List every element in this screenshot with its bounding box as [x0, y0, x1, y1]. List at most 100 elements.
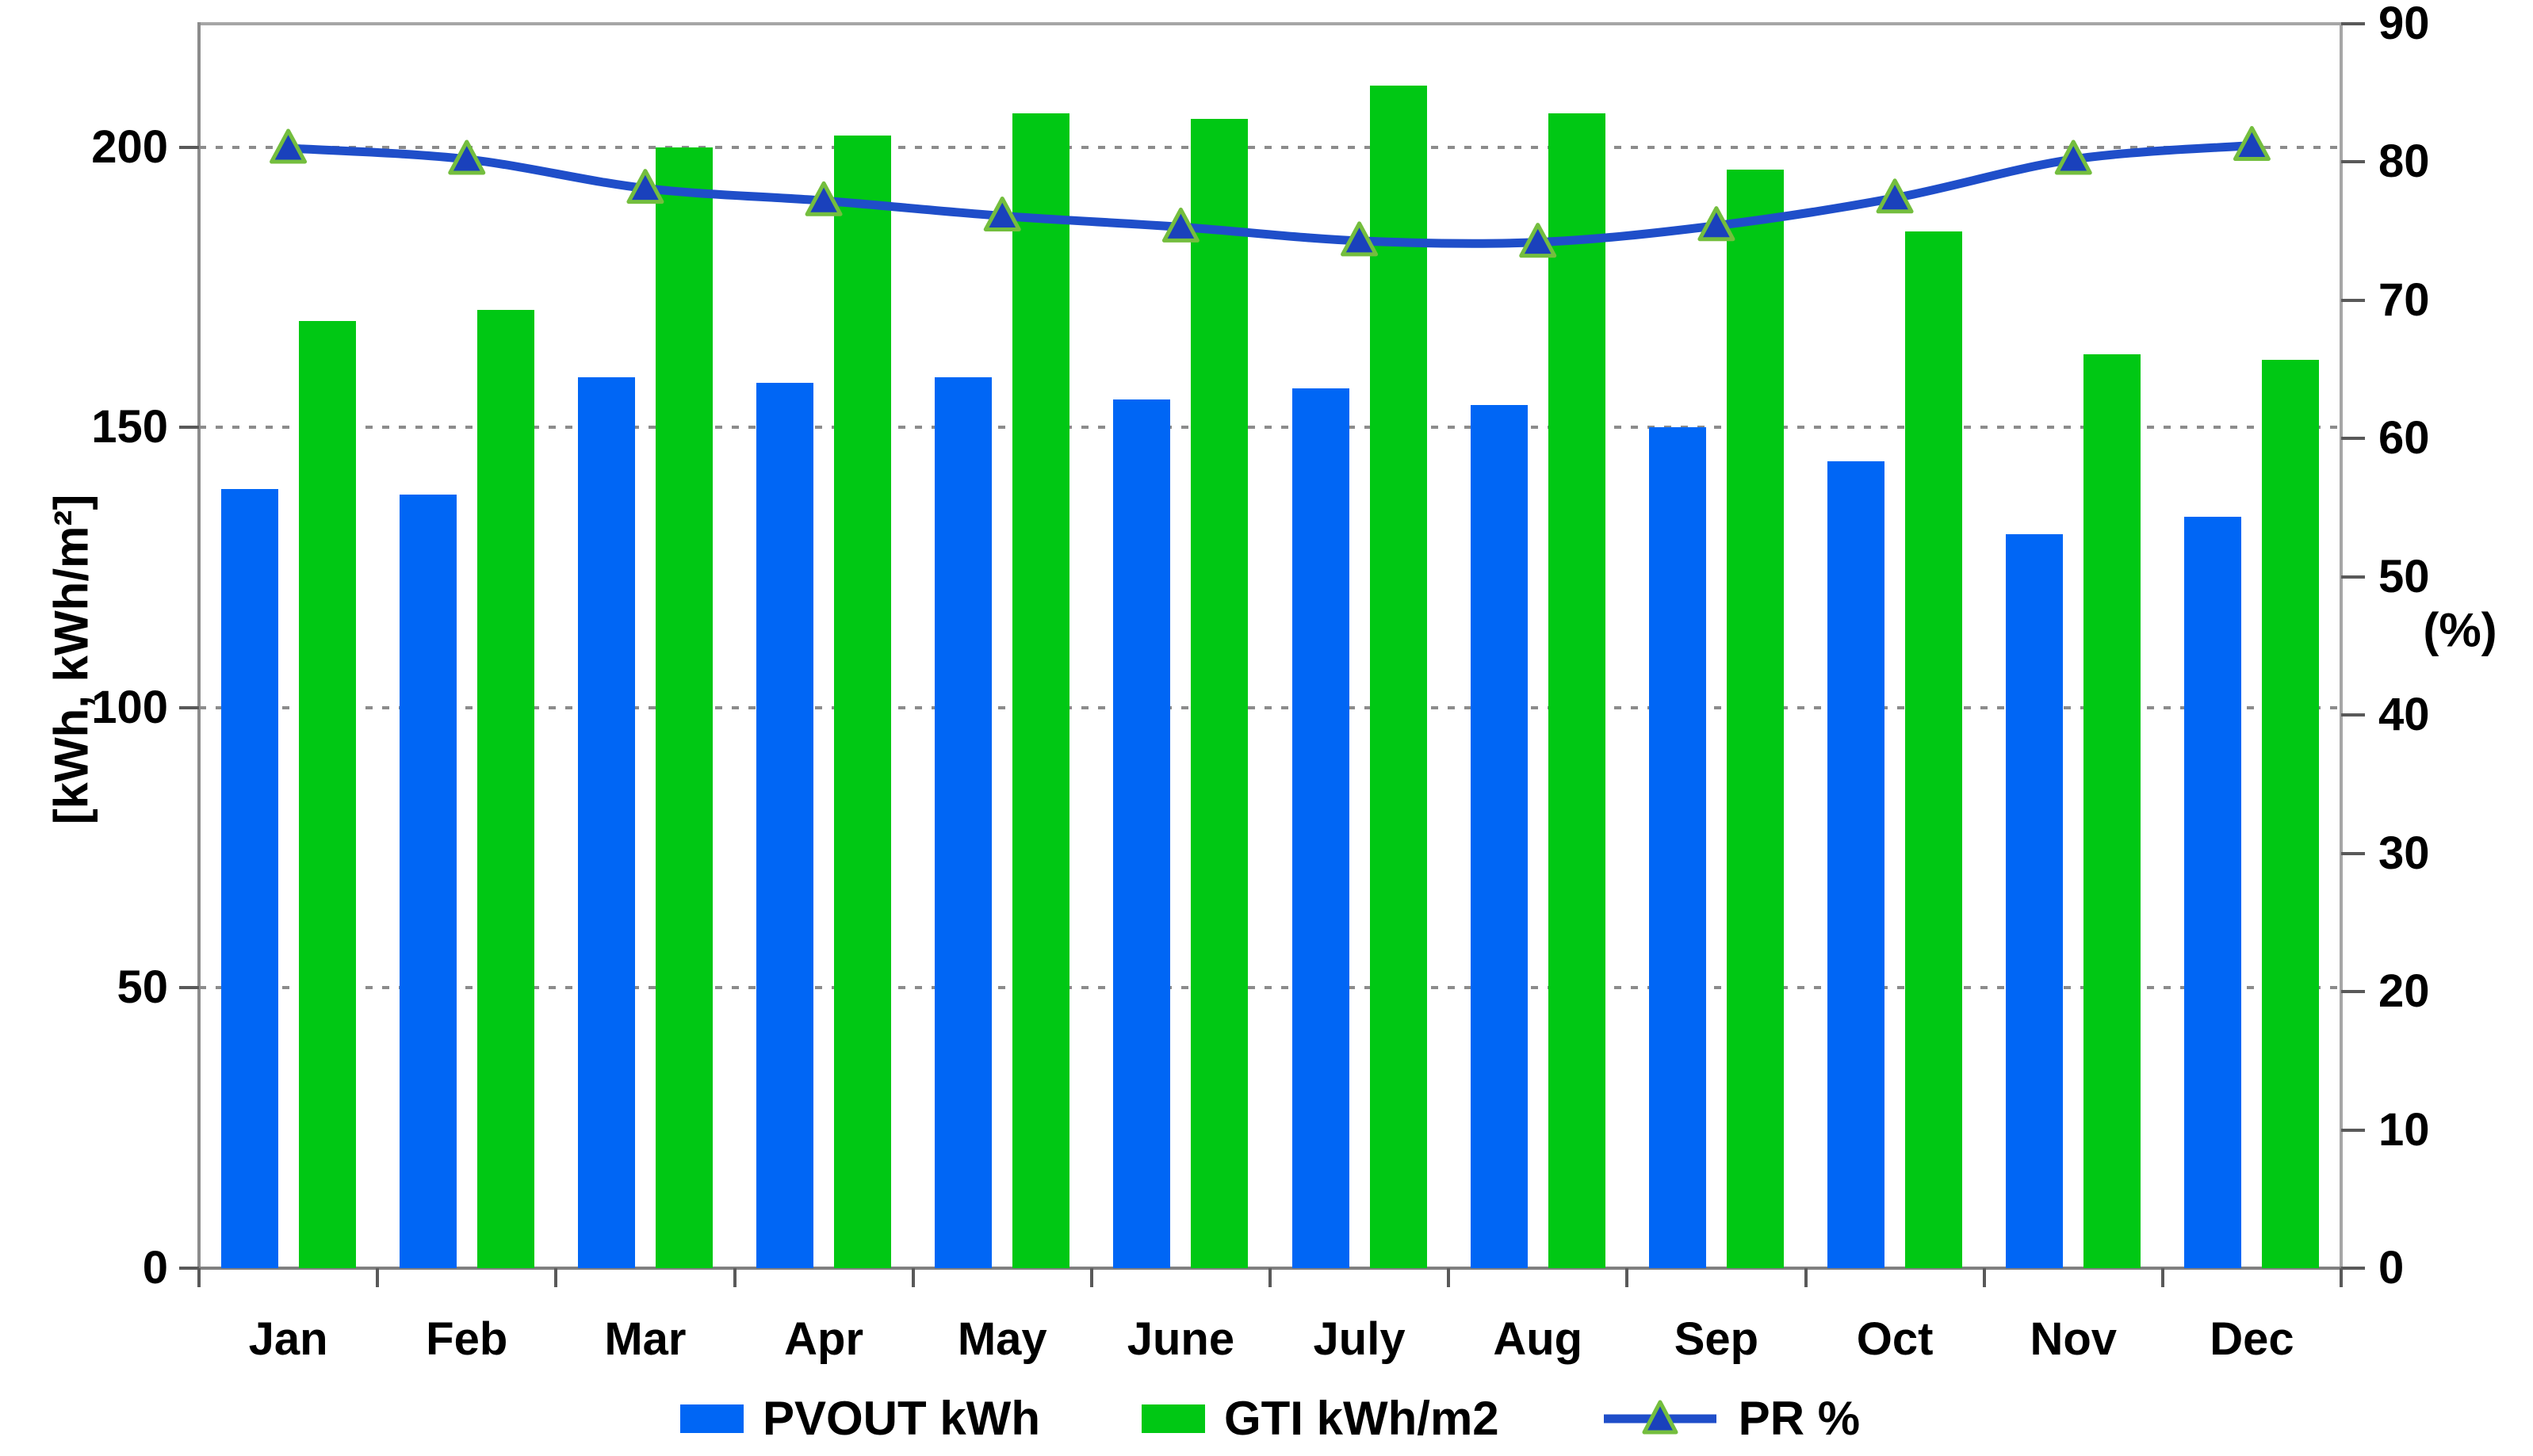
right-axis-label-0: 0 [2378, 1242, 2405, 1294]
x-axis-label-apr: Apr [784, 1313, 864, 1365]
right-axis-tick-0 [2341, 1267, 2365, 1270]
right-axis-label-70: 70 [2378, 273, 2430, 326]
right-axis-title: (%) [2423, 603, 2497, 657]
x-axis-tick-10 [1982, 1268, 1986, 1287]
right-axis-tick-40 [2341, 713, 2365, 717]
x-axis-label-july: July [1313, 1313, 1406, 1365]
bar-gti-mar [655, 147, 713, 1268]
right-axis-tick-30 [2341, 851, 2365, 855]
right-axis-tick-90 [2341, 22, 2365, 25]
bar-pvout-feb [399, 495, 457, 1268]
legend-line-marker-icon [1603, 1400, 1716, 1435]
right-axis-label-40: 40 [2378, 689, 2430, 741]
x-axis-tick-11 [2160, 1268, 2164, 1287]
bar-pvout-dec [2184, 517, 2242, 1268]
right-axis-label-90: 90 [2378, 0, 2430, 49]
gridline-100 [199, 705, 2341, 709]
legend-label-gti: GTI kWh/m2 [1223, 1392, 1499, 1445]
x-axis-tick-8 [1625, 1268, 1629, 1287]
pr-marker-oct [1876, 178, 1914, 214]
right-axis-label-60: 60 [2378, 412, 2430, 464]
left-axis-label-100: 100 [91, 681, 168, 733]
legend-item-gti: GTI kWh/m2 [1141, 1391, 1499, 1446]
left-axis-label-50: 50 [117, 961, 168, 1014]
left-axis-line [197, 22, 201, 1287]
x-axis-tick-5 [1089, 1268, 1093, 1287]
x-axis-tick-3 [733, 1268, 737, 1287]
left-axis-label-150: 150 [91, 401, 168, 453]
left-axis-tick-0 [179, 1267, 199, 1270]
bar-gti-jan [298, 320, 356, 1268]
x-axis-line [179, 1267, 2341, 1270]
x-axis-tick-12 [2340, 1268, 2343, 1287]
bar-gti-june [1191, 119, 1249, 1268]
x-axis-tick-7 [1447, 1268, 1451, 1287]
bar-gti-may [1012, 113, 1070, 1268]
x-axis-label-aug: Aug [1493, 1313, 1583, 1365]
legend-label-pvout: PVOUT kWh [762, 1392, 1040, 1445]
x-axis-tick-6 [1268, 1268, 1272, 1287]
x-axis-label-may: May [957, 1313, 1047, 1365]
bar-pvout-may [935, 376, 993, 1268]
right-axis-tick-60 [2341, 437, 2365, 441]
left-axis-tick-200 [179, 145, 199, 149]
left-axis-tick-100 [179, 705, 199, 709]
legend: PVOUT kWh GTI kWh/m2 PR % [199, 1383, 2341, 1454]
x-axis-label-sep: Sep [1674, 1313, 1759, 1365]
pr-line [284, 141, 2256, 248]
x-axis-label-oct: Oct [1856, 1313, 1934, 1365]
bar-gti-nov [2083, 354, 2141, 1268]
x-axis-label-nov: Nov [2030, 1313, 2118, 1365]
right-axis-tick-50 [2341, 575, 2365, 579]
bar-pvout-mar [577, 376, 635, 1268]
x-axis-label-mar: Mar [604, 1313, 687, 1365]
bar-pvout-aug [1470, 404, 1528, 1268]
bar-gti-aug [1548, 113, 1605, 1268]
right-axis-label-30: 30 [2378, 827, 2430, 879]
bar-gti-dec [2262, 360, 2320, 1268]
x-axis-tick-4 [911, 1268, 915, 1287]
bar-pvout-jan [220, 488, 278, 1268]
bar-gti-oct [1905, 231, 1963, 1268]
legend-item-pvout: PVOUT kWh [679, 1391, 1040, 1446]
x-axis-tick-9 [1804, 1268, 1808, 1287]
legend-swatch-pvout [679, 1404, 744, 1433]
bar-pvout-june [1113, 399, 1171, 1268]
bar-gti-apr [834, 136, 892, 1268]
right-axis-tick-20 [2341, 990, 2365, 994]
left-axis-title: [kWh, kWh/m²] [44, 494, 98, 825]
bar-pvout-july [1291, 388, 1349, 1268]
plot-border-top [199, 22, 2341, 25]
right-axis-tick-80 [2341, 160, 2365, 164]
gridline-150 [199, 426, 2341, 430]
bar-pvout-sep [1648, 427, 1706, 1268]
legend-item-pr: PR % [1601, 1391, 1860, 1446]
bar-gti-sep [1726, 169, 1784, 1268]
bar-gti-feb [476, 309, 534, 1268]
x-axis-tick-1 [376, 1268, 380, 1287]
x-axis-tick-2 [554, 1268, 558, 1287]
right-axis-line [2340, 22, 2343, 1270]
right-axis-tick-10 [2341, 1128, 2365, 1132]
right-axis-label-20: 20 [2378, 965, 2430, 1018]
x-axis-label-june: June [1127, 1313, 1235, 1365]
right-axis-label-10: 10 [2378, 1103, 2430, 1156]
pr-marker-dec [2233, 126, 2271, 162]
right-axis-label-80: 80 [2378, 136, 2430, 188]
left-axis-tick-50 [179, 986, 199, 990]
right-axis-tick-70 [2341, 298, 2365, 302]
bar-pvout-oct [1827, 460, 1885, 1268]
gridline-50 [199, 986, 2341, 990]
bar-pvout-nov [2006, 533, 2064, 1268]
left-axis-label-200: 200 [91, 120, 168, 173]
legend-swatch-gti [1141, 1404, 1205, 1433]
x-axis-label-dec: Dec [2210, 1313, 2294, 1365]
gridline-200 [199, 145, 2341, 149]
left-axis-tick-150 [179, 426, 199, 430]
bar-gti-july [1369, 85, 1427, 1268]
bar-pvout-apr [756, 382, 814, 1268]
x-axis-tick-0 [197, 1268, 201, 1287]
left-axis-label-0: 0 [142, 1242, 168, 1294]
